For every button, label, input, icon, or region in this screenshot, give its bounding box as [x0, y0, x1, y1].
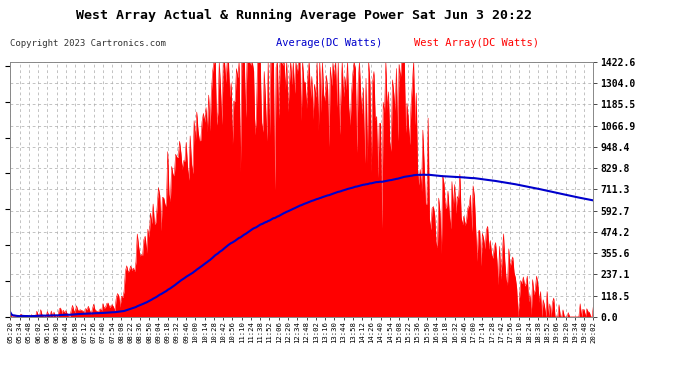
- Text: Average(DC Watts): Average(DC Watts): [276, 38, 382, 48]
- Text: Copyright 2023 Cartronics.com: Copyright 2023 Cartronics.com: [10, 39, 166, 48]
- Text: West Array Actual & Running Average Power Sat Jun 3 20:22: West Array Actual & Running Average Powe…: [76, 9, 531, 22]
- Text: West Array(DC Watts): West Array(DC Watts): [414, 38, 539, 48]
